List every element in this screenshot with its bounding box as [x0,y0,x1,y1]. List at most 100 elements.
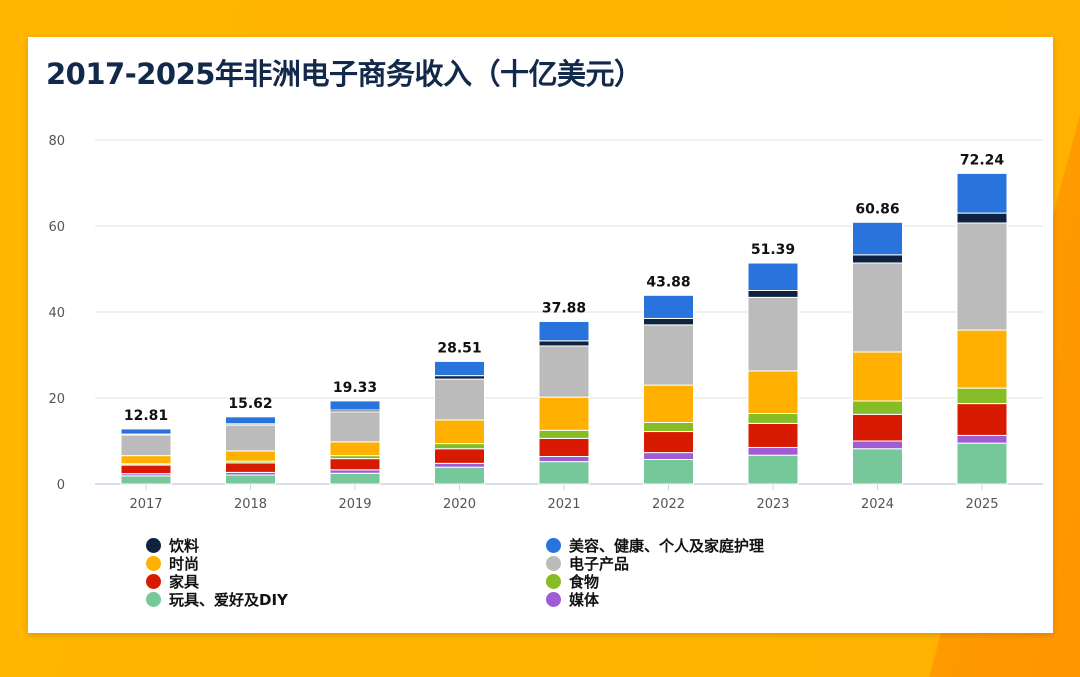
bar-segment [852,262,903,353]
legend-label: 家具 [169,573,200,591]
bar-segment [538,345,590,398]
bar-segment [225,462,276,473]
legend-swatch [146,574,161,589]
x-tick-label: 2023 [756,497,789,512]
total-label: 19.33 [333,380,377,396]
legend-item[interactable]: 食物 [546,571,599,592]
bar-segment [956,212,1008,224]
bar-segment [852,351,903,402]
bar-segment [747,290,799,298]
legend-label: 电子产品 [569,555,630,573]
legend-label: 玩具、爱好及DIY [169,591,288,609]
bar-segment [643,384,694,424]
bar-segment [852,400,903,415]
bar-segment [225,416,276,425]
total-label: 12.81 [124,408,168,424]
bar-segment [434,448,485,464]
bar-segment [538,320,590,342]
bar-segment [852,448,903,485]
bar-segment [434,443,485,450]
bar-segment [643,294,694,319]
legend-swatch [146,592,161,607]
bar-segment [643,458,694,485]
bar-segment [852,413,903,442]
bar-segment [225,450,276,462]
y-tick-label: 40 [48,306,65,321]
bar-segment [329,472,381,485]
legend-item[interactable]: 时尚 [146,553,199,574]
legend-label: 时尚 [169,555,200,573]
bar-segment [643,317,694,326]
bar-segment [120,455,172,465]
bar-segment [329,400,381,411]
bar-segment [747,262,799,291]
legend-label: 饮料 [169,537,200,555]
bar-segment [747,370,799,414]
bar-segment [852,221,903,256]
x-tick-label: 2022 [652,497,685,512]
bar-segment [329,441,381,457]
x-tick-label: 2018 [234,497,267,512]
bar-segment [434,462,485,468]
stacked-bar-chart: 0 20 40 60 80 2017 12.81 2018 15.62 2019 19.33 2020… [48,134,1043,512]
bar-segment [120,428,172,435]
legend-swatch [546,574,561,589]
bar-segment [747,422,799,448]
bar-segment [538,429,590,439]
legend-swatch [546,592,561,607]
y-tick-label: 60 [48,220,65,235]
legend-item[interactable]: 玩具、爱好及DIY [146,589,288,610]
legend-label: 食物 [569,573,600,591]
bar-segment [747,412,799,424]
bar-segment [538,340,590,347]
x-tick-label: 2017 [129,497,162,512]
bar-segment [329,411,381,443]
legend-swatch [546,538,561,553]
legend-item[interactable]: 媒体 [546,589,599,610]
bar-segment [747,454,799,485]
y-tick-label: 0 [57,478,65,493]
bar-segment [956,434,1008,444]
x-tick-label: 2021 [547,497,580,512]
total-label: 15.62 [228,396,272,412]
y-tick-label: 80 [48,134,65,149]
x-tick-label: 2020 [443,497,476,512]
bar-segment [538,461,590,485]
bar-segment [538,437,590,457]
total-label: 51.39 [751,242,795,258]
bar-segment [538,396,590,431]
legend-label: 美容、健康、个人及家庭护理 [569,537,765,555]
legend-swatch [546,556,561,571]
total-label: 37.88 [542,300,586,316]
bar-segment [434,466,485,485]
bar-segment [956,442,1008,485]
bar-segment [120,475,172,485]
bar-segment [225,424,276,452]
chart-title: 2017-2025年非洲电子商务收入（十亿美元） [46,57,643,91]
bar-segment [852,440,903,450]
y-tick-label: 20 [48,392,65,407]
bar-segment [434,375,485,380]
total-label: 60.86 [855,201,899,217]
bar-segment [643,452,694,460]
legend-item[interactable]: 饮料 [146,535,199,556]
total-label: 28.51 [437,340,481,356]
legend-item[interactable]: 电子产品 [546,553,629,574]
bar-segment [956,403,1008,436]
bar-segment [747,446,799,456]
bar-segment [747,296,799,372]
bar-segment [329,469,381,474]
bar-segment [434,419,485,445]
bar-segment [956,329,1008,389]
bar-segment [956,387,1008,405]
total-label: 43.88 [646,274,690,290]
bar-segment [643,431,694,454]
legend-item[interactable]: 美容、健康、个人及家庭护理 [546,535,764,556]
legend-item[interactable]: 家具 [146,571,199,592]
x-tick-label: 2024 [861,497,894,512]
bar-segment [956,222,1008,331]
bar-segment [538,455,590,463]
bar-segment [120,434,172,457]
legend-swatch [146,556,161,571]
x-tick-label: 2019 [338,497,371,512]
